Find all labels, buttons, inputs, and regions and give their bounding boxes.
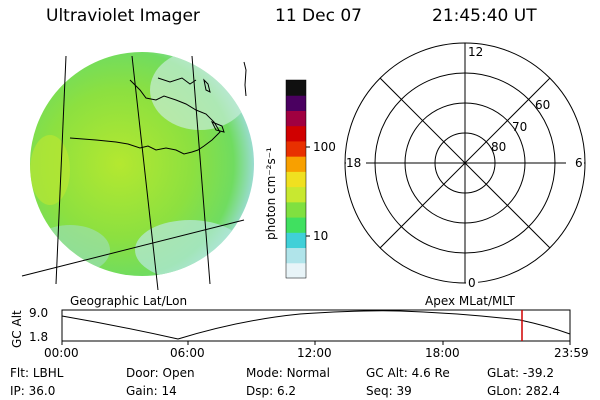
colorbar-unit: photon cm⁻²s⁻¹ [264, 147, 278, 240]
mlt-label-0: 0 [468, 276, 476, 290]
color-bar-segment [286, 186, 306, 203]
geographic-grid [21, 55, 245, 291]
polar-plot [344, 42, 586, 284]
xtick-0000: 00:00 [44, 346, 79, 360]
lat-label-60: 60 [535, 98, 551, 112]
geographic-label: Geographic Lat/Lon [70, 294, 188, 308]
altitude-ytick-bottom: 1.8 [29, 330, 49, 344]
instrument-title: Ultraviolet Imager [46, 6, 200, 26]
color-bar-segment [286, 95, 306, 111]
colorbar-tick-100: 100 [313, 140, 336, 154]
altitude-curve [61, 310, 571, 340]
info-gc-alt: GC Alt: 4.6 Re [366, 366, 450, 380]
color-bar-segment [286, 110, 306, 127]
peninsula [210, 121, 225, 133]
coastline [69, 79, 221, 155]
color-bar-segment [286, 80, 306, 96]
color-bar-segment [286, 125, 306, 142]
info-door: Door: Open [126, 366, 195, 380]
color-bar-segment [286, 156, 306, 172]
time-label: 21:45:40 UT [432, 6, 537, 26]
xtick-2359: 23:59 [554, 346, 589, 360]
lat-label-70: 70 [512, 120, 528, 134]
lat-label-80: 80 [491, 140, 507, 154]
xtick-1200: 12:00 [297, 346, 332, 360]
mlt-label-18: 18 [346, 156, 362, 170]
island [203, 78, 211, 93]
mlt-label-12: 12 [468, 45, 484, 59]
color-bar-segment [286, 247, 306, 264]
color-bar-segment [286, 171, 306, 188]
info-ip: IP: 36.0 [10, 384, 56, 398]
color-bar-segment [286, 217, 306, 233]
date-label: 11 Dec 07 [275, 6, 362, 26]
altitude-plot [61, 309, 571, 345]
mlt-label-6: 6 [575, 156, 583, 170]
color-bar-segment [286, 140, 306, 157]
info-gain: Gain: 14 [126, 384, 177, 398]
info-glat: GLat: -39.2 [487, 366, 554, 380]
info-flt: Flt: LBHL [10, 366, 64, 380]
color-bar [286, 80, 306, 279]
info-mode: Mode: Normal [246, 366, 330, 380]
info-glon: GLon: 282.4 [487, 384, 560, 398]
color-bar-segment [286, 232, 306, 249]
xtick-1800: 18:00 [425, 346, 460, 360]
color-bar-segment [286, 262, 306, 279]
info-seq: Seq: 39 [366, 384, 412, 398]
color-bar-segment [286, 201, 306, 218]
coastline-upper [157, 77, 197, 85]
apex-label: Apex MLat/MLT [425, 294, 515, 308]
altitude-ytick-top: 9.0 [29, 306, 49, 320]
color-bar-frame [285, 79, 307, 279]
coastline-far [243, 61, 247, 97]
xtick-0600: 06:00 [170, 346, 205, 360]
colorbar-tick-10: 10 [313, 229, 329, 243]
info-dsp: Dsp: 6.2 [246, 384, 297, 398]
altitude-ylabel: GC Alt [10, 310, 24, 348]
